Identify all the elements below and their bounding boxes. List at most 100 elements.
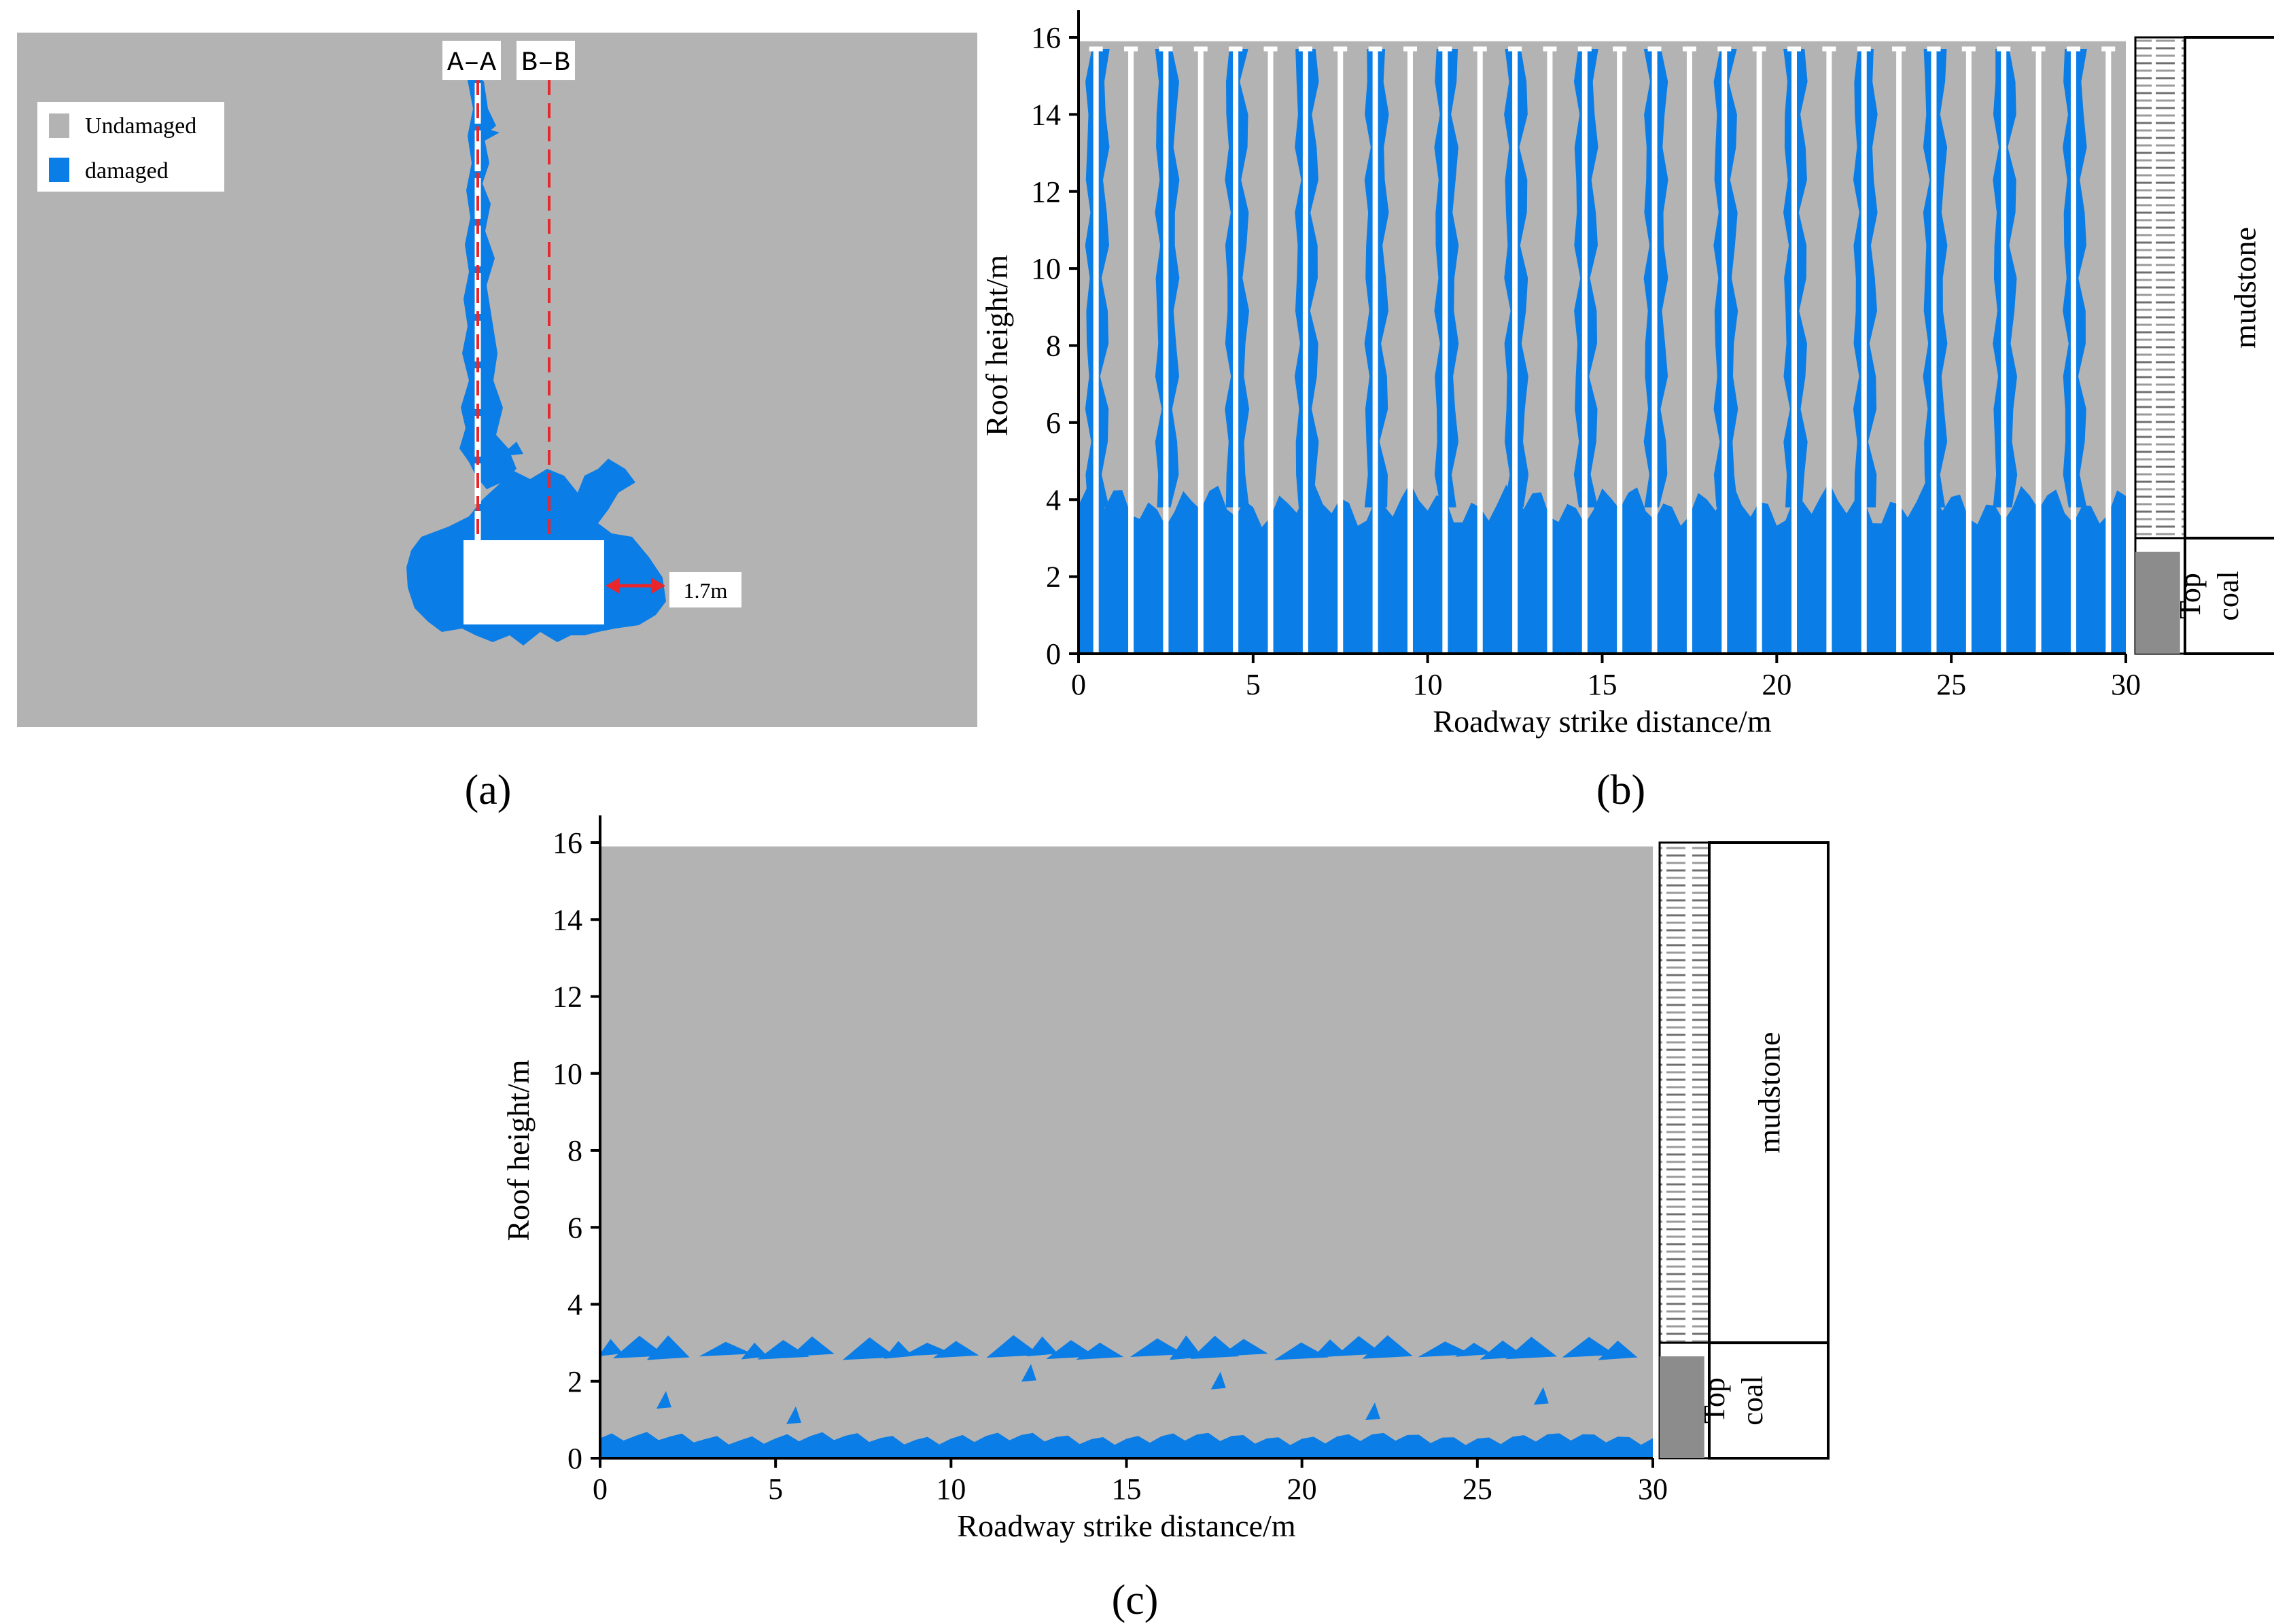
width-arrow-right-head	[651, 578, 665, 594]
x-tick-label: 5	[768, 1472, 783, 1506]
damage-band-upper-fragment	[1026, 1336, 1058, 1357]
damage-band-upper-fragment	[1418, 1341, 1473, 1358]
damage-fragment	[1021, 1364, 1036, 1382]
panel-a: A–A B–B 1.7m Undamaged damaged	[17, 33, 977, 727]
x-tick-label: 5	[1246, 668, 1261, 701]
x-tick-label: 15	[1588, 668, 1617, 701]
x-tick-label: 20	[1762, 668, 1791, 701]
damage-band-upper-fragment	[932, 1341, 979, 1358]
y-tick-label: 12	[553, 981, 582, 1014]
x-tick-label: 25	[1463, 1472, 1492, 1506]
x-tick-label: 30	[1638, 1472, 1668, 1506]
damage-band-upper-fragment	[842, 1337, 897, 1360]
y-tick-label: 6	[1046, 406, 1061, 440]
panel-a-damage-fragment	[584, 479, 606, 499]
damage-band-upper-fragment	[1505, 1337, 1558, 1360]
x-axis-title: Roadway strike distance/m	[1433, 704, 1771, 739]
y-tick-label: 16	[1031, 21, 1061, 54]
stratum-coal-box	[2184, 536, 2274, 655]
stratum-coal-box	[1708, 1341, 1830, 1460]
model-undamaged-area	[600, 846, 1653, 1458]
stratum-mudstone-box	[2184, 36, 2274, 540]
damage-band-upper-fragment	[1455, 1343, 1493, 1357]
damage-band-upper-fragment	[646, 1335, 690, 1360]
panel-b: 0 5 10 15 20 25 30 0 2 4 6 8 10 12 14 16 Roadway strike …	[979, 10, 2274, 739]
panel-label-b: (b)	[1596, 767, 1645, 813]
section-label-a-a: A–A	[447, 48, 496, 79]
panel-a-damage-column	[459, 75, 517, 489]
y-tick-label: 2	[1046, 561, 1061, 594]
x-tick-label: 10	[1413, 668, 1443, 701]
damage-band-upper-fragment	[901, 1343, 953, 1356]
damage-band-upper-fragment	[1130, 1338, 1185, 1357]
damage-band-upper-fragment	[699, 1341, 753, 1357]
damage-band-upper-fragment	[613, 1335, 666, 1359]
y-tick-label: 4	[567, 1288, 582, 1322]
y-tick-label: 0	[1046, 637, 1061, 671]
y-tick-label: 8	[1046, 330, 1061, 363]
damage-band-upper-fragment	[790, 1336, 835, 1357]
legend-swatch-undamaged	[49, 113, 69, 138]
panel-a-damage-fragment	[476, 126, 500, 143]
y-tick-label: 4	[1046, 483, 1061, 516]
damage-fragment	[786, 1406, 801, 1424]
y-tick-label: 10	[1031, 252, 1061, 285]
width-annotation: 1.7m	[684, 578, 728, 603]
x-tick-label: 10	[936, 1472, 966, 1506]
width-arrow-left-head	[606, 578, 620, 594]
damage-band-upper-fragment	[598, 1339, 623, 1356]
y-tick-label: 10	[553, 1057, 582, 1091]
stratum-coal-label: Top coal	[1698, 1375, 1769, 1425]
y-tick-label: 6	[567, 1211, 582, 1244]
y-tick-label: 2	[567, 1365, 582, 1398]
damage-band-upper-fragment	[1362, 1335, 1413, 1359]
legend-label-undamaged: Undamaged	[85, 113, 196, 139]
x-tick-label: 20	[1287, 1472, 1317, 1506]
stratum-coal-label: Top coal	[2173, 571, 2245, 620]
stratum-coal-fill	[2135, 551, 2180, 654]
y-axis-title: Roof height/m	[979, 255, 1014, 436]
damage-band-lower	[600, 1432, 1653, 1458]
stratum-mudstone-label: mudstone	[2228, 227, 2262, 349]
stratum-mudstone-pattern	[1658, 841, 1711, 1344]
damage-band-upper-fragment	[1046, 1340, 1096, 1360]
panel-a-roadway	[463, 540, 604, 624]
damage-band-upper-fragment	[1169, 1335, 1203, 1360]
x-tick-label: 25	[1936, 668, 1966, 701]
y-axis-title: Roof height/m	[501, 1059, 536, 1241]
damage-band-upper-fragment	[1598, 1340, 1638, 1360]
y-tick-label: 14	[553, 903, 582, 936]
panel-a-damage-fragment	[500, 442, 523, 457]
damage-band-upper-fragment	[1219, 1339, 1268, 1357]
x-tick-label: 15	[1112, 1472, 1142, 1506]
width-label-box	[669, 572, 741, 607]
section-label-b-box	[517, 41, 575, 80]
stratum-mudstone-label: mudstone	[1752, 1032, 1787, 1154]
damage-fragment	[656, 1391, 671, 1409]
damage-band-upper-fragment	[1076, 1342, 1124, 1360]
y-tick-label: 16	[553, 826, 582, 860]
panel-label-a: (a)	[465, 767, 512, 813]
y-tick-label: 0	[567, 1442, 582, 1475]
stratum-mudstone-pattern	[2134, 36, 2186, 540]
stratum-coal-fill	[1660, 1356, 1704, 1458]
legend-swatch-damaged	[49, 158, 69, 182]
section-label-a-box	[442, 41, 501, 80]
damage-band-upper-fragment	[986, 1335, 1041, 1358]
panel-c: 0 5 10 15 20 25 30 0 2 4 6 8 10 12 14 16 Roadway strike …	[501, 815, 1830, 1543]
damage-band-upper-fragment	[1562, 1337, 1616, 1358]
y-tick-label: 8	[567, 1134, 582, 1167]
section-label-b-b: B–B	[521, 48, 570, 79]
legend-label-damaged: damaged	[85, 158, 169, 183]
x-tick-label: 0	[593, 1472, 608, 1506]
y-tick-label: 12	[1031, 175, 1061, 209]
x-tick-label: 30	[2111, 668, 2141, 701]
damage-fragment	[1365, 1402, 1380, 1421]
x-tick-label: 0	[1071, 668, 1086, 701]
damage-band-upper-fragment	[741, 1342, 768, 1360]
x-axis-title: Roadway strike distance/m	[957, 1508, 1295, 1543]
damage-fragment	[1210, 1371, 1226, 1390]
damage-fragment	[1533, 1387, 1549, 1405]
panel-label-c: (c)	[1112, 1577, 1159, 1623]
